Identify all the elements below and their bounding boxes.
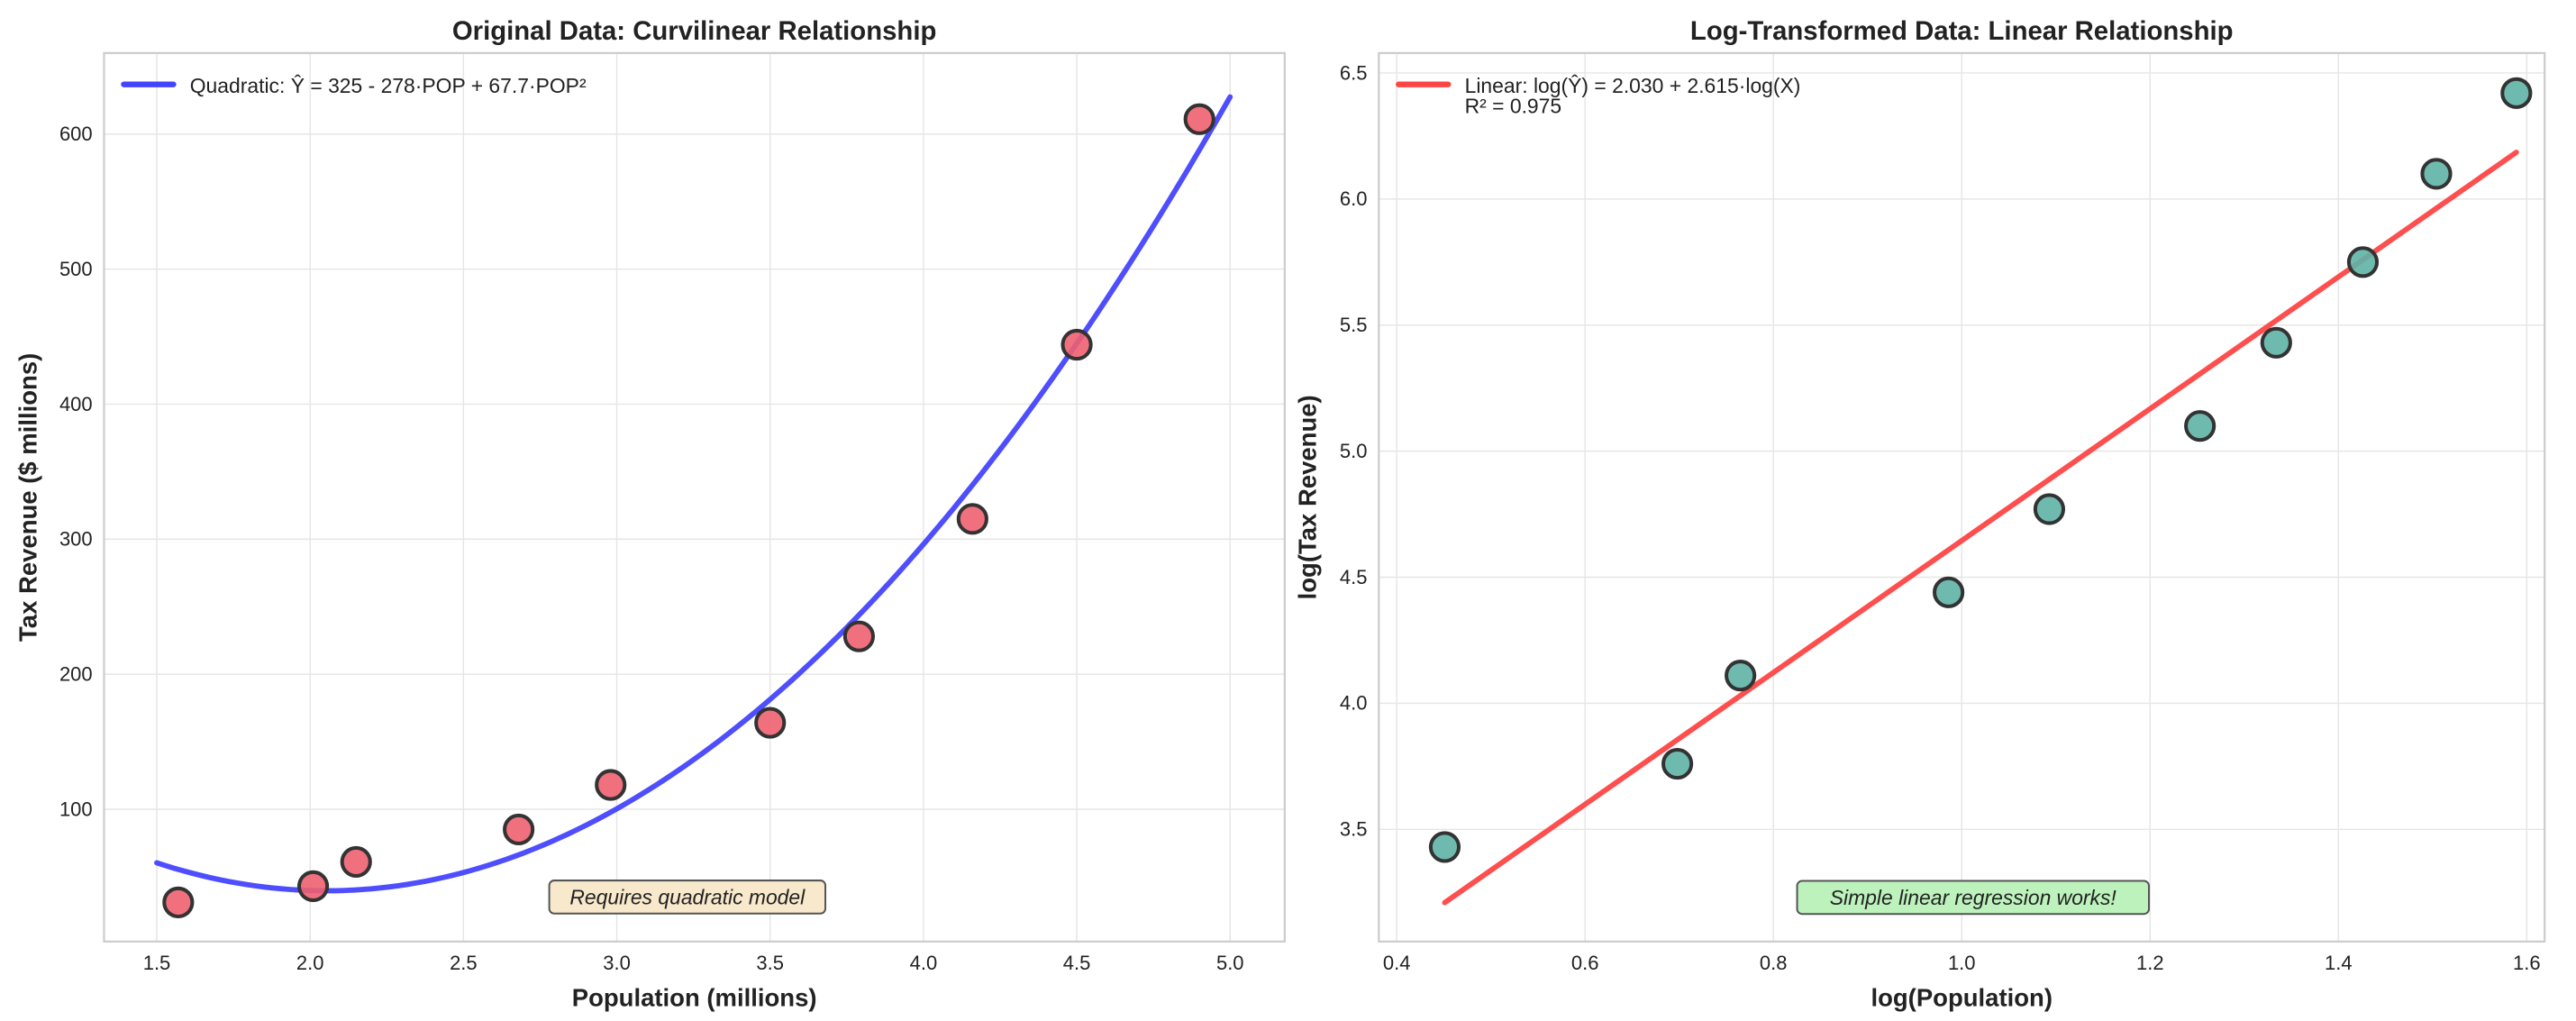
y-tick-label: 6.0 (1340, 187, 1368, 210)
data-point (2500, 77, 2533, 109)
data-point (1428, 831, 1461, 863)
annotation-box (548, 880, 827, 915)
x-tick-label: 0.6 (1571, 952, 1599, 974)
x-axis-label: log(Population) (1871, 983, 2053, 1011)
chart-title: Log-Transformed Data: Linear Relationshi… (1690, 16, 2234, 46)
x-tick-label: 4.0 (910, 952, 938, 974)
x-tick-label: 3.0 (603, 952, 631, 974)
y-tick-label: 400 (59, 393, 93, 415)
y-tick-label: 5.0 (1340, 440, 1368, 462)
x-tick-label: 4.5 (1063, 952, 1091, 974)
annotation-text: Requires quadratic model (569, 886, 806, 909)
data-point (2033, 493, 2066, 525)
data-point (956, 503, 988, 535)
data-point (1060, 328, 1093, 361)
x-axis-label: Population (millions) (572, 983, 817, 1011)
x-tick-label: 1.6 (2513, 952, 2541, 974)
data-point (503, 813, 535, 846)
y-axis-label: Tax Revenue ($ millions) (14, 353, 41, 642)
data-point (2260, 326, 2292, 359)
x-tick-label: 2.0 (296, 952, 324, 974)
chart-title: Original Data: Curvilinear Relationship (452, 16, 937, 46)
x-tick-label: 5.0 (1216, 952, 1244, 974)
plot-frame (103, 51, 1286, 943)
data-point (2184, 410, 2216, 442)
x-tick-label: 1.2 (2136, 952, 2164, 974)
annotation: Requires quadratic model (548, 880, 827, 915)
data-point (595, 769, 627, 801)
y-tick-label: 5.5 (1340, 314, 1368, 336)
x-tick-label: 3.5 (756, 952, 784, 974)
legend: Quadratic: Ŷ = 325 - 278·POP + 67.7·POP² (121, 74, 587, 97)
chart-0: 1.5 2.0 2.5 3.0 3.5 4.0 4.5 5.0 100 200 300 400 500 6… (14, 16, 1286, 1011)
annotation-box (1796, 880, 2151, 916)
y-tick-label: 3.5 (1340, 818, 1368, 841)
annotation: Simple linear regression works! (1796, 880, 2151, 916)
data-point (162, 886, 195, 918)
fit-line-quadratic (154, 94, 1233, 894)
x-tick-label: 1.4 (2325, 952, 2353, 974)
data-point (2346, 246, 2380, 278)
annotation-text: Simple linear regression works! (1830, 886, 2117, 909)
y-tick-label: 100 (59, 798, 93, 820)
y-axis-label: log(Tax Revenue) (1294, 395, 1322, 599)
data-point (1933, 576, 1965, 608)
data-point (1183, 103, 1215, 135)
y-tick-label: 500 (59, 258, 93, 280)
y-tick-label: 200 (59, 662, 93, 685)
data-point (1661, 747, 1694, 780)
y-tick-label: 600 (59, 123, 93, 145)
data-point (842, 620, 876, 652)
data-point (1725, 660, 1757, 692)
data-point (754, 706, 787, 739)
x-tick-label: 1.5 (143, 952, 171, 974)
legend-label: Quadratic: Ŷ = 325 - 278·POP + 67.7·POP² (190, 74, 587, 97)
y-tick-label: 4.0 (1340, 692, 1368, 715)
data-point (2420, 158, 2453, 190)
y-tick-label: 6.5 (1340, 61, 1368, 84)
x-tick-label: 0.4 (1383, 952, 1411, 974)
chart-1: 0.4 0.6 0.8 1.0 1.2 1.4 1.6 3.5 4.0 4.5 5.0 5.5 6.0 6… (1294, 16, 2546, 1011)
x-tick-label: 2.5 (450, 952, 478, 974)
fit-line-linear (1442, 150, 2519, 906)
plot-frame (1378, 51, 2546, 943)
x-tick-label: 0.8 (1760, 952, 1788, 974)
x-tick-label: 1.0 (1948, 952, 1976, 974)
legend-label: R² = 0.975 (1465, 95, 1562, 118)
y-tick-label: 300 (59, 528, 93, 551)
data-point (296, 870, 330, 902)
data-point (340, 845, 372, 879)
legend-label: Linear: log(Ŷ) = 2.030 + 2.615·log(X) (1465, 74, 1801, 97)
legend: Linear: log(Ŷ) = 2.030 + 2.615·log(X)R² … (1396, 74, 1801, 118)
y-tick-label: 4.5 (1340, 566, 1368, 588)
